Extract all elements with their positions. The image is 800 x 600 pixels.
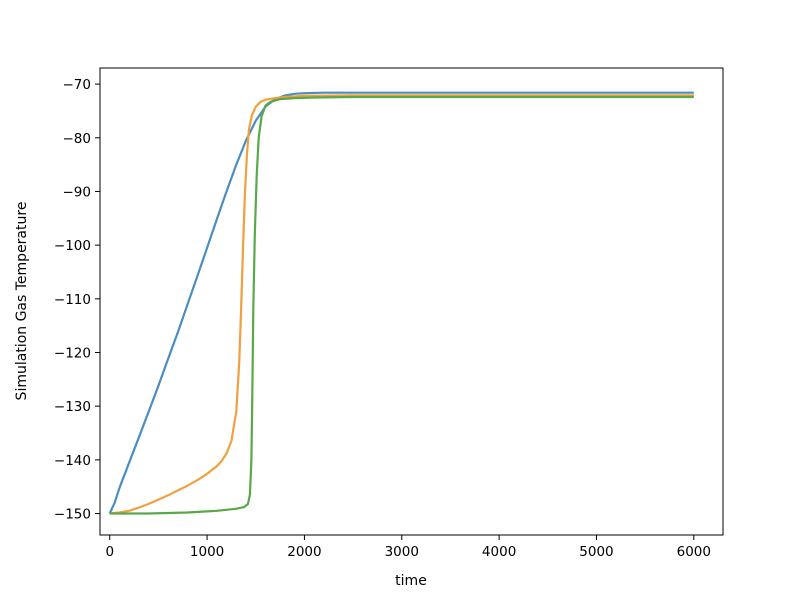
x-tick-label: 1000 <box>190 544 224 560</box>
y-tick-label: −110 <box>54 292 91 308</box>
y-tick-label: −150 <box>54 507 91 523</box>
x-axis: 0 1000 2000 3000 4000 5000 6000 <box>105 535 711 560</box>
y-tick-label: −130 <box>54 399 91 415</box>
y-axis-label: Simulation Gas Temperature <box>14 202 30 401</box>
x-tick-label: 6000 <box>677 544 711 560</box>
series-line-1 <box>108 91 694 514</box>
y-tick-label: −80 <box>63 131 92 147</box>
y-axis: −70 −80 −90 −100 −110 −120 −130 −140 −150 <box>54 77 100 523</box>
x-tick-label: 5000 <box>579 544 613 560</box>
y-tick-label: −90 <box>63 184 92 200</box>
x-tick-label: 4000 <box>482 544 516 560</box>
y-tick-label: −70 <box>63 77 92 93</box>
y-tick-label: −120 <box>54 345 91 361</box>
series-line-2 <box>109 94 694 515</box>
x-tick-label: 0 <box>105 544 114 560</box>
x-axis-label: time <box>395 573 427 589</box>
y-tick-label: −140 <box>54 453 91 469</box>
y-tick-label: −100 <box>54 238 91 254</box>
series-line-3 <box>109 95 694 515</box>
x-tick-label: 3000 <box>385 544 419 560</box>
x-tick-label: 2000 <box>287 544 321 560</box>
plot-frame <box>99 67 724 536</box>
plot-lines <box>108 91 694 515</box>
